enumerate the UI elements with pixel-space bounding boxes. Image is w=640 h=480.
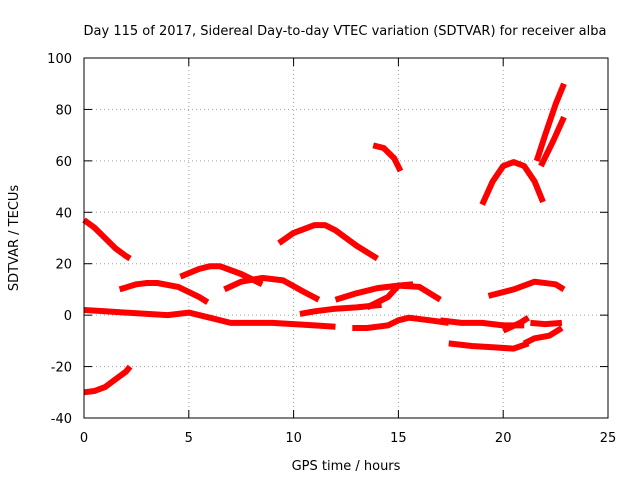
y-tick-label: -20 bbox=[51, 361, 72, 376]
series-arc-19 bbox=[530, 319, 563, 328]
series-arc-10 bbox=[352, 314, 450, 331]
y-tick-label: -40 bbox=[51, 412, 72, 427]
y-tick-label: 0 bbox=[64, 309, 72, 324]
series-arc-4 bbox=[118, 280, 210, 305]
series-arc-18 bbox=[522, 325, 564, 347]
series-arc-11 bbox=[365, 282, 442, 311]
plot-frame bbox=[83, 57, 609, 419]
series-arc-17 bbox=[501, 315, 530, 334]
series-arc-7 bbox=[277, 222, 379, 262]
series-arc-12 bbox=[372, 142, 404, 173]
y-tick-label: 40 bbox=[55, 206, 72, 221]
series-arc-3 bbox=[83, 307, 336, 330]
series-arc-20 bbox=[533, 82, 567, 162]
axis-ticks: 0 5 10 15 20 25 -40 -20 0 20 40 60 80 100 bbox=[47, 52, 616, 446]
x-tick-label: 15 bbox=[390, 431, 407, 446]
series-arc-15 bbox=[479, 159, 546, 206]
x-axis-label: GPS time / hours bbox=[292, 459, 401, 474]
x-tick-label: 10 bbox=[285, 431, 302, 446]
y-tick-label: 80 bbox=[55, 103, 72, 118]
chart-title: Day 115 of 2017, Sidereal Day-to-day VTE… bbox=[84, 24, 607, 39]
x-tick-label: 25 bbox=[600, 431, 617, 446]
grid bbox=[84, 58, 608, 418]
y-tick-label: 20 bbox=[55, 258, 72, 273]
series-arc-14 bbox=[448, 340, 530, 352]
series-arc-21 bbox=[538, 115, 567, 168]
y-axis-label: SDTVAR / TECUs bbox=[7, 185, 22, 292]
series-arc-5 bbox=[179, 263, 264, 287]
y-tick-label: 100 bbox=[47, 52, 72, 67]
series-arc-6 bbox=[223, 274, 321, 303]
series-arc-16 bbox=[487, 278, 566, 299]
x-tick-label: 0 bbox=[80, 431, 88, 446]
x-tick-label: 5 bbox=[185, 431, 193, 446]
y-tick-label: 60 bbox=[55, 155, 72, 170]
series-arc-2 bbox=[83, 364, 133, 396]
series-arc-8 bbox=[299, 301, 382, 317]
x-tick-label: 20 bbox=[495, 431, 512, 446]
series-arc-1 bbox=[82, 217, 132, 262]
data-series bbox=[82, 82, 567, 396]
